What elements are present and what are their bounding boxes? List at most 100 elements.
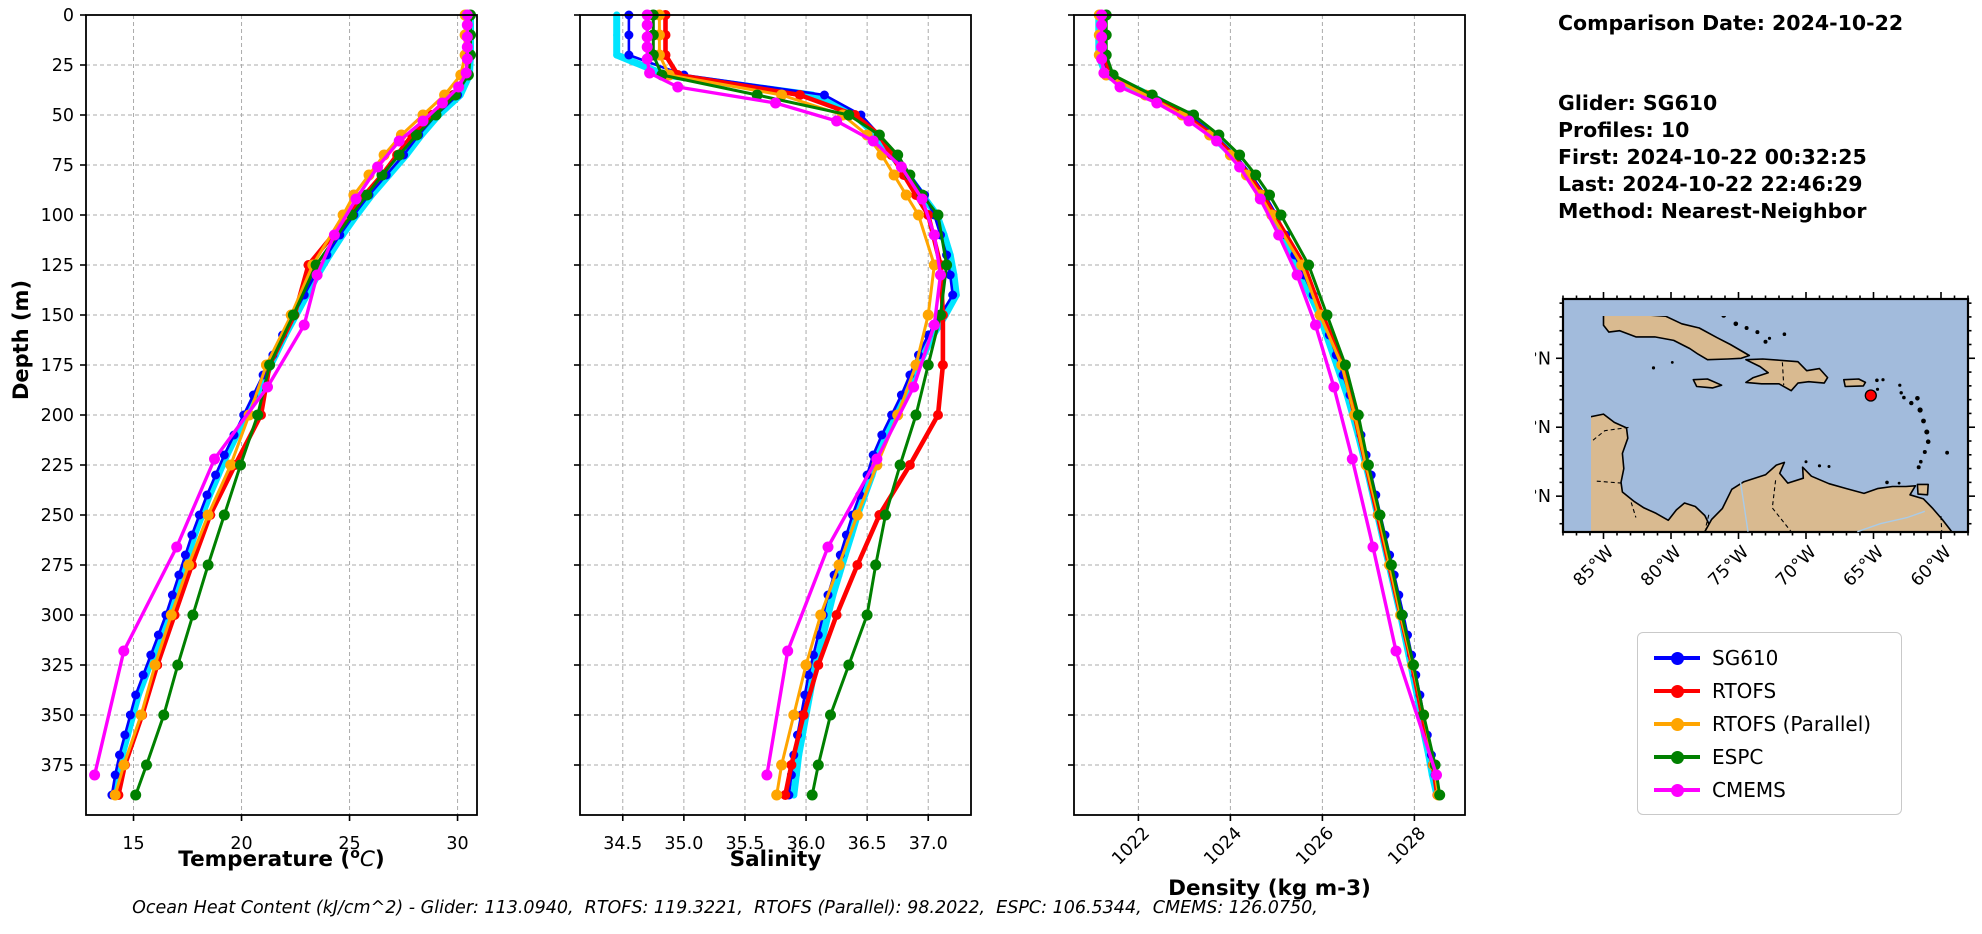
map-island (1925, 439, 1931, 444)
data-point-marker (1146, 89, 1158, 101)
info-gap (1558, 37, 1903, 90)
x-axis-label: Salinity (730, 847, 822, 872)
map-country-border (1704, 514, 1710, 529)
x-tick-labels: 15 20 25 30 (122, 834, 468, 854)
data-point-marker (1273, 229, 1285, 241)
map-landmass (1602, 316, 1751, 361)
locator-map: 20°N 15°N 10°N 85°W 80°W 75°W 70°W 65°W 60°W (1507, 282, 1982, 612)
data-point-marker (751, 89, 763, 101)
map-island (1817, 464, 1822, 468)
last-profile-text: Last: 2024-10-22 22:46:29 (1558, 172, 1863, 196)
map-river (1857, 510, 1926, 533)
depth-axis-label: Depth (m) (9, 280, 33, 400)
map-lon-label: 70°W (1772, 542, 1820, 590)
tick-marks (1068, 14, 1416, 821)
data-point-marker (1291, 269, 1303, 281)
data-point-marker (1321, 309, 1333, 321)
legend-line-sample (1654, 651, 1700, 665)
data-point-marker (110, 770, 120, 780)
data-point-marker (776, 89, 788, 101)
legend-marker-dot (1671, 651, 1684, 665)
data-point-marker (945, 270, 955, 280)
data-point-marker (806, 789, 818, 801)
series-espc-salinity (647, 9, 953, 801)
legend-line-sample (1654, 750, 1700, 764)
map-island (1917, 407, 1923, 413)
data-point-marker (1096, 53, 1108, 65)
series-cmems-temperature (89, 9, 473, 781)
plot-border (1073, 14, 1466, 816)
map-lat-label: 20°N (1535, 349, 1551, 369)
x-axis-label: Temperature (oC) (178, 846, 384, 872)
data-point-marker (311, 269, 323, 281)
map-country-border (1940, 516, 1943, 532)
legend-marker-dot (1671, 684, 1684, 698)
data-point-marker (219, 450, 229, 460)
legend-item-sg610: SG610 (1638, 641, 1901, 674)
map-island (1767, 336, 1772, 340)
data-point-marker (1362, 459, 1374, 471)
data-point-marker (183, 559, 195, 571)
data-point-marker (892, 149, 904, 161)
data-point-marker (411, 129, 422, 141)
data-point-marker (461, 53, 473, 65)
plot-border (85, 14, 478, 816)
series-espc-density (1100, 9, 1446, 801)
legend-label: RTOFS (Parallel) (1712, 711, 1872, 736)
map-island (1651, 366, 1656, 370)
series-sg610-density (1097, 10, 1445, 800)
map-island (1945, 450, 1949, 455)
map-landmass (1745, 358, 1829, 392)
data-point-marker (812, 759, 824, 771)
data-point-marker (461, 19, 473, 31)
map-island (1875, 378, 1879, 383)
data-point-marker (813, 660, 824, 670)
map-island (1827, 465, 1831, 468)
data-point-marker (130, 789, 142, 801)
data-point-marker (328, 229, 340, 241)
map-island (1924, 429, 1930, 435)
data-point-marker (843, 659, 855, 671)
data-point-marker (393, 149, 405, 161)
data-point-marker (800, 659, 812, 671)
x-tick-label: 35.0 (664, 834, 703, 854)
y-tick-label: 350 (41, 706, 74, 726)
data-point-marker (831, 115, 843, 127)
data-point-marker (1408, 659, 1419, 671)
data-point-marker (780, 790, 791, 800)
data-point-marker (187, 609, 199, 621)
map-island (1881, 378, 1885, 382)
data-point-marker (831, 610, 842, 620)
map-island (1902, 395, 1906, 400)
x-tick-label: 36.5 (848, 834, 887, 854)
tick-marks (80, 14, 459, 821)
y-tick-label: 300 (41, 606, 74, 626)
map-island (1744, 326, 1749, 330)
data-point-marker (641, 53, 653, 65)
data-point-marker (372, 161, 384, 173)
map-island (1899, 391, 1903, 395)
x-tick-label: 36.0 (787, 834, 826, 854)
data-point-marker (1254, 193, 1266, 205)
data-point-marker (900, 189, 912, 201)
map-island (1897, 481, 1901, 485)
data-point-marker (1098, 67, 1110, 79)
x-tick-label: 30 (446, 834, 468, 854)
map-lon-labels: 85°W 80°W 75°W 70°W 65°W 60°W (1570, 542, 1956, 590)
map-island (1755, 330, 1760, 335)
legend-item-rtofs: RTOFS (1638, 674, 1901, 707)
data-point-marker (264, 359, 276, 371)
data-point-marker (287, 309, 299, 321)
glider-position-marker (1864, 389, 1877, 402)
legend-label: CMEMS (1712, 777, 1786, 802)
comparison-date-text: Comparison Date: 2024-10-22 (1558, 11, 1904, 35)
data-point-marker (870, 559, 882, 571)
legend-line-sample (1654, 684, 1700, 698)
map-island (1782, 332, 1787, 336)
data-point-marker (1096, 19, 1108, 31)
data-point-marker (153, 630, 163, 640)
y-tick-label: 100 (41, 206, 74, 226)
map-island (1670, 361, 1674, 364)
data-point-marker (436, 97, 448, 109)
